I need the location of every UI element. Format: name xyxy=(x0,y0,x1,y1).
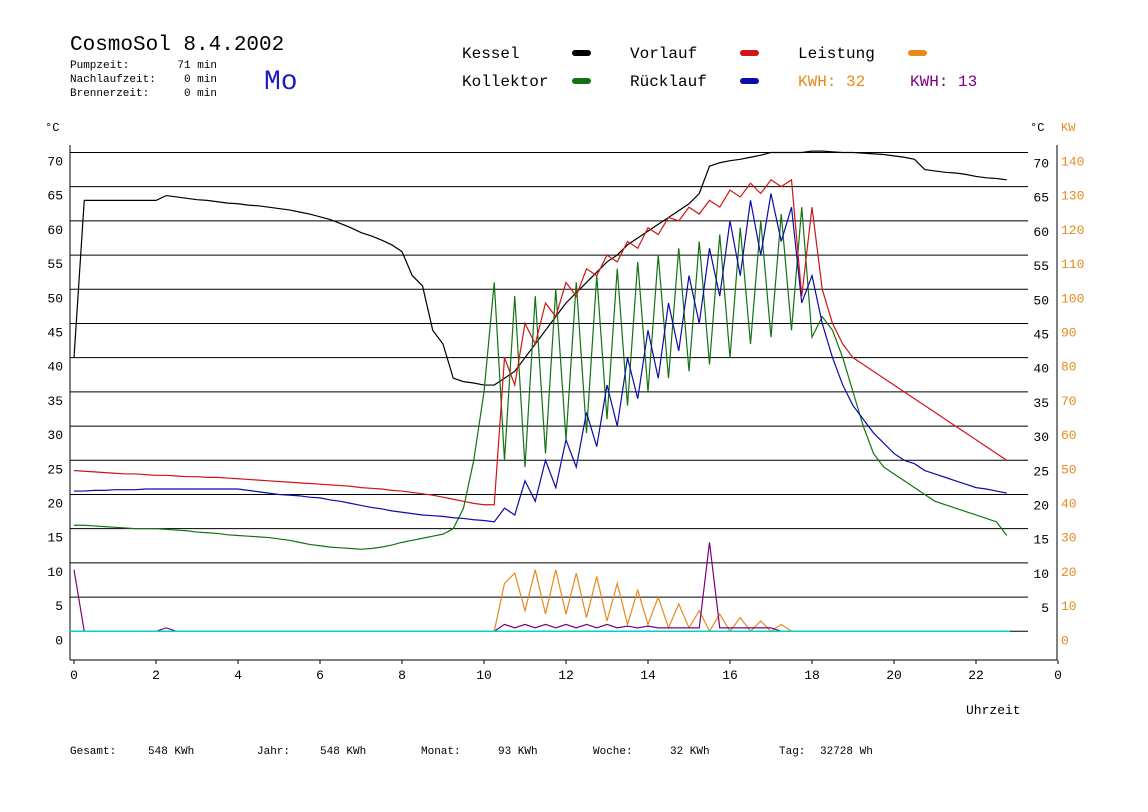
y-tick-label: 65 xyxy=(47,189,63,204)
y-tick-label: 70 xyxy=(47,154,63,169)
y-tick-label-right: 70 xyxy=(1033,156,1049,171)
y-unit-right: °C xyxy=(1030,121,1044,135)
y-tick-label-right: 10 xyxy=(1033,567,1049,582)
y-tick-label-right: 40 xyxy=(1033,362,1049,377)
y-tick-label-right: 20 xyxy=(1033,498,1049,513)
footer-label: Tag: xyxy=(779,746,805,758)
annotation: KWH: 13 xyxy=(910,73,977,91)
y2-tick-label: 130 xyxy=(1061,189,1084,204)
y2-tick-label: 80 xyxy=(1061,360,1077,375)
y2-tick-label: 70 xyxy=(1061,394,1077,409)
legend-label: Kollektor xyxy=(462,73,548,91)
y2-tick-label: 60 xyxy=(1061,428,1077,443)
footer-value: 548 KWh xyxy=(148,746,194,758)
x-tick-label: 8 xyxy=(398,668,406,683)
y2-tick-label: 40 xyxy=(1061,496,1077,511)
legend-label: Kessel xyxy=(462,45,520,63)
day-label: Mo xyxy=(264,67,298,98)
footer-value: 32 KWh xyxy=(670,746,710,758)
y2-tick-label: 10 xyxy=(1061,599,1077,614)
y2-tick-label: 30 xyxy=(1061,531,1077,546)
legend-label: Rücklauf xyxy=(630,73,707,91)
y-tick-label-right: 60 xyxy=(1033,225,1049,240)
y2-tick-label: 0 xyxy=(1061,633,1069,648)
series-line xyxy=(74,207,1008,550)
y-tick-label: 0 xyxy=(55,633,63,648)
x-tick-label: 20 xyxy=(886,668,902,683)
y-tick-label: 15 xyxy=(47,531,63,546)
series-line xyxy=(74,193,1007,523)
x-tick-label: 10 xyxy=(476,668,492,683)
x-tick-label: 18 xyxy=(804,668,820,683)
legend-label: Vorlauf xyxy=(630,45,697,63)
y-tick-label-right: 15 xyxy=(1033,533,1049,548)
y2-tick-label: 140 xyxy=(1061,154,1084,169)
y-tick-label: 50 xyxy=(47,291,63,306)
chart-title: CosmoSol 8.4.2002 xyxy=(70,34,284,57)
info-value: 0 min xyxy=(184,74,217,86)
y-unit: °C xyxy=(45,121,59,135)
footer-label: Jahr: xyxy=(257,746,290,758)
x-tick-label: 4 xyxy=(234,668,242,683)
footer-value: 548 KWh xyxy=(320,746,366,758)
y-tick-label-right: 5 xyxy=(1041,601,1049,616)
footer-value: 32728 Wh xyxy=(820,746,873,758)
info-label: Brennerzeit: xyxy=(70,88,149,100)
series-line xyxy=(73,178,1008,506)
y-tick-label-right: 25 xyxy=(1033,464,1049,479)
y-tick-label-right: 55 xyxy=(1033,259,1049,274)
footer-label: Monat: xyxy=(421,746,461,758)
y-tick-label: 60 xyxy=(47,223,63,238)
legend-label: Leistung xyxy=(798,45,875,63)
annotation: KWH: 32 xyxy=(798,73,865,91)
info-value: 0 min xyxy=(184,88,217,100)
y-tick-label: 40 xyxy=(47,360,63,375)
y-tick-label-right: 35 xyxy=(1033,396,1049,411)
y2-unit: KW xyxy=(1061,121,1076,135)
x-tick-label: 2 xyxy=(152,668,160,683)
footer-label: Woche: xyxy=(593,746,633,758)
x-axis-label: Uhrzeit xyxy=(966,703,1021,718)
info-value: 71 min xyxy=(177,60,217,72)
x-tick-label: 12 xyxy=(558,668,574,683)
x-tick-label: 22 xyxy=(968,668,984,683)
y-tick-label-right: 30 xyxy=(1033,430,1049,445)
y2-tick-label: 20 xyxy=(1061,565,1077,580)
info-label: Nachlaufzeit: xyxy=(70,74,156,86)
x-tick-label: 0 xyxy=(70,668,78,683)
y-tick-label-right: 65 xyxy=(1033,191,1049,206)
y-tick-label: 20 xyxy=(47,496,63,511)
y2-tick-label: 50 xyxy=(1061,462,1077,477)
y2-tick-label: 120 xyxy=(1061,223,1084,238)
info-label: Pumpzeit: xyxy=(70,60,129,72)
x-tick-label: 6 xyxy=(316,668,324,683)
footer-label: Gesamt: xyxy=(70,746,116,758)
y-tick-label: 45 xyxy=(47,325,63,340)
y-tick-label: 10 xyxy=(47,565,63,580)
y-tick-label-right: 45 xyxy=(1033,327,1049,342)
footer-value: 93 KWh xyxy=(498,746,538,758)
y2-tick-label: 110 xyxy=(1061,257,1084,272)
y-tick-label: 25 xyxy=(47,462,63,477)
y-tick-label: 30 xyxy=(47,428,63,443)
y-tick-label: 5 xyxy=(55,599,63,614)
y-tick-label-right: 50 xyxy=(1033,293,1049,308)
series-line xyxy=(73,150,1007,386)
x-tick-label: 0 xyxy=(1054,668,1062,683)
y-tick-label: 35 xyxy=(47,394,63,409)
x-tick-label: 16 xyxy=(722,668,738,683)
x-tick-label: 14 xyxy=(640,668,656,683)
y2-tick-label: 100 xyxy=(1061,291,1084,306)
y-tick-label: 55 xyxy=(47,257,63,272)
y2-tick-label: 90 xyxy=(1061,325,1077,340)
